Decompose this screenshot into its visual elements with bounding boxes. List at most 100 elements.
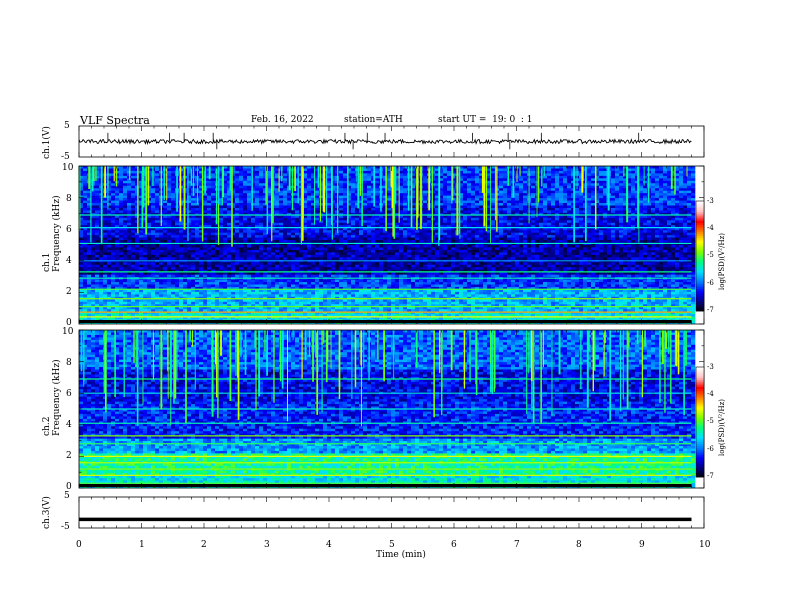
spectrogram-cell: [651, 215, 656, 219]
spectrogram-cell: [179, 232, 184, 236]
spectrogram-cell: [603, 183, 608, 187]
spectrogram-cell: [151, 230, 156, 233]
spectrogram-cell: [551, 207, 556, 211]
spectrogram-cell: [239, 217, 244, 221]
spectrogram-cell: [203, 198, 208, 201]
spectrogram-cell: [523, 198, 528, 201]
spectrogram-cell: [571, 225, 576, 229]
spectrogram-cell: [475, 220, 480, 224]
spectrogram-cell: [343, 183, 348, 187]
spectrogram-cell: [131, 245, 136, 248]
spectrogram-cell: [123, 173, 128, 177]
spectrogram-cell: [315, 166, 320, 169]
spectrogram-cell: [371, 225, 376, 229]
spectrogram-cell: [487, 178, 492, 182]
spectrogram-cell: [531, 166, 536, 169]
spectrogram-cell: [107, 175, 112, 179]
spectrogram-cell: [123, 225, 128, 229]
spectrogram-cell: [499, 205, 504, 209]
spectrogram-cell: [427, 215, 432, 219]
spectrogram-cell: [119, 195, 124, 199]
spectrogram-cell: [95, 178, 100, 182]
spectrogram-cell: [431, 168, 436, 172]
spectrogram-cell: [107, 183, 112, 187]
spectrogram-cell: [131, 178, 136, 182]
spectrogram-cell: [243, 185, 248, 189]
spectrogram-cell: [227, 232, 232, 236]
spectrogram-cell: [567, 240, 572, 243]
spectrogram-cell: [83, 200, 88, 204]
spectrogram-cell: [255, 235, 260, 238]
spectrogram-cell: [691, 190, 696, 194]
spectrogram-cell: [271, 230, 276, 233]
spectrogram-cell: [547, 200, 552, 204]
spectrogram-cell: [327, 217, 332, 221]
spectrogram-cell: [563, 180, 568, 184]
spectrogram-cell: [423, 222, 428, 226]
spectrogram-cell: [111, 190, 116, 194]
spectrogram-cell: [227, 175, 232, 179]
spectrogram-cell: [315, 230, 320, 233]
spectrogram-cell: [195, 203, 200, 206]
spectrogram-cell: [91, 222, 96, 226]
spectrogram-cell: [343, 220, 348, 224]
spectrogram-cell: [123, 193, 128, 196]
spectrogram-cell: [191, 205, 196, 209]
spectrogram-cell: [459, 173, 464, 177]
spectrogram-cell: [447, 237, 452, 241]
spectrogram-cell: [547, 185, 552, 189]
spectrogram-cell: [483, 198, 488, 201]
spectrogram-cell: [375, 212, 380, 216]
spectrogram-cell: [379, 232, 384, 236]
spectrogram-cell: [487, 235, 492, 238]
spectrogram-cell: [447, 212, 452, 216]
spectrogram-cell: [139, 175, 144, 179]
spectrogram-cell: [315, 225, 320, 229]
spectrogram-cell: [647, 220, 652, 224]
spectrogram-cell: [239, 175, 244, 179]
spectrogram-cell: [447, 180, 452, 184]
spectrogram-cell: [115, 240, 120, 243]
spectrogram-cell: [343, 180, 348, 184]
spectrogram-cell: [655, 225, 660, 229]
spectrogram-cell: [479, 210, 484, 214]
spectrogram-cell: [163, 232, 168, 236]
spectrogram-cell: [591, 190, 596, 194]
spectrogram-cell: [139, 230, 144, 233]
spectrogram-cell: [439, 188, 444, 191]
spectrogram-cell: [259, 180, 264, 184]
spectrogram-cell: [563, 173, 568, 177]
spectrogram-cell: [363, 188, 368, 191]
spectrogram-cell: [171, 227, 176, 231]
spectrogram-cell: [351, 205, 356, 209]
spectrogram-cell: [431, 198, 436, 201]
spectrogram-cell: [107, 195, 112, 199]
spectrogram-cell: [279, 178, 284, 182]
spectrogram-cell: [79, 217, 84, 221]
spectrogram-cell: [551, 210, 556, 214]
spectrogram-cell: [683, 215, 688, 219]
spectrogram-cell: [487, 217, 492, 221]
spectrogram-cell: [283, 166, 288, 169]
spectrogram-cell: [259, 166, 264, 169]
spectrogram-cell: [307, 217, 312, 221]
spectrogram-cell: [595, 235, 600, 238]
spectrogram-cell: [359, 170, 364, 174]
spectrogram-cell: [303, 232, 308, 236]
spectrogram-cell: [307, 205, 312, 209]
spectrogram-cell: [387, 217, 392, 221]
spectrogram-cell: [623, 173, 628, 177]
spectrogram-cell: [259, 217, 264, 221]
spectrogram-cell: [275, 185, 280, 189]
spectrogram-cell: [243, 173, 248, 177]
spectrogram-cell: [463, 170, 468, 174]
spectrogram-cell: [219, 207, 224, 211]
spectrogram-cell: [551, 198, 556, 201]
spectrogram-cell: [487, 205, 492, 209]
spectrogram-cell: [507, 195, 512, 199]
spectrogram-cell: [535, 227, 540, 231]
spectrogram-cell: [603, 222, 608, 226]
spectrogram-cell: [331, 195, 336, 199]
spectrogram-cell: [339, 227, 344, 231]
spectrogram-cell: [443, 222, 448, 226]
